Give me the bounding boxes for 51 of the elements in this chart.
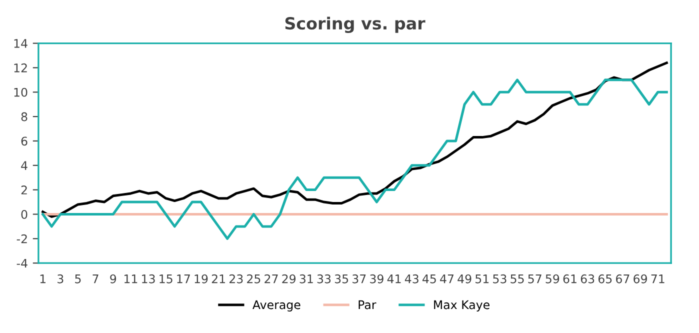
chart-title: Scoring vs. par xyxy=(285,16,426,33)
x-tick-label: 29 xyxy=(282,274,296,284)
x-tick-label: 63 xyxy=(580,274,594,284)
x-tick-label: 49 xyxy=(458,274,472,284)
legend-label: Max Kaye xyxy=(434,300,490,312)
y-tick-label: -4 xyxy=(16,258,28,268)
x-tick-label: 57 xyxy=(528,274,542,284)
y-tick-label: 10 xyxy=(14,88,28,97)
x-tick-label: 35 xyxy=(334,274,348,284)
x-tick-label: 17 xyxy=(177,274,190,284)
legend-label: Par xyxy=(358,300,376,310)
x-tick-label: 39 xyxy=(370,274,384,284)
legend-label: Average xyxy=(252,300,300,312)
line-series xyxy=(42,78,668,240)
x-tick-label: 33 xyxy=(317,274,331,284)
x-tick-label: 23 xyxy=(229,274,243,284)
x-tick-label: 15 xyxy=(160,274,172,284)
y-tick-label: 4 xyxy=(21,161,28,170)
x-tick-label: 5 xyxy=(75,274,81,284)
y-tick-label: 14 xyxy=(14,39,28,48)
y-tick-label: 12 xyxy=(14,63,27,72)
x-tick-label: 21 xyxy=(212,274,225,284)
x-tick-label: 19 xyxy=(194,274,208,284)
x-tick-label: 27 xyxy=(264,274,278,284)
x-tick-label: 25 xyxy=(247,274,260,284)
x-tick-label: 31 xyxy=(300,274,313,284)
x-tick-label: 1 xyxy=(40,274,46,284)
x-tick-label: 37 xyxy=(352,274,366,284)
x-tick-label: 3 xyxy=(58,274,64,284)
x-tick-label: 43 xyxy=(404,274,418,284)
y-tick-label: 2 xyxy=(21,186,27,194)
x-tick-label: 7 xyxy=(92,274,98,284)
y-tick-label: 6 xyxy=(21,136,28,146)
x-tick-label: 61 xyxy=(563,274,576,284)
x-tick-label: 45 xyxy=(422,274,436,284)
x-tick-label: 65 xyxy=(598,274,612,284)
x-tick-label: 55 xyxy=(510,274,524,284)
x-tick-label: 67 xyxy=(616,274,630,284)
x-tick-label: 47 xyxy=(440,274,454,284)
x-tick-label: 51 xyxy=(476,274,489,284)
x-tick-label: 9 xyxy=(110,274,116,284)
y-tick-label: -2 xyxy=(16,234,27,244)
x-tick-label: 71 xyxy=(651,274,664,284)
y-tick-label: 0 xyxy=(21,210,28,219)
x-tick-label: 11 xyxy=(124,274,138,284)
x-tick-label: 59 xyxy=(546,274,560,284)
x-tick-label: 53 xyxy=(493,274,506,284)
x-tick-label: 41 xyxy=(387,274,401,284)
x-tick-label: 13 xyxy=(142,274,155,284)
x-tick-label: 69 xyxy=(634,274,647,284)
y-tick-label: 8 xyxy=(21,112,28,122)
